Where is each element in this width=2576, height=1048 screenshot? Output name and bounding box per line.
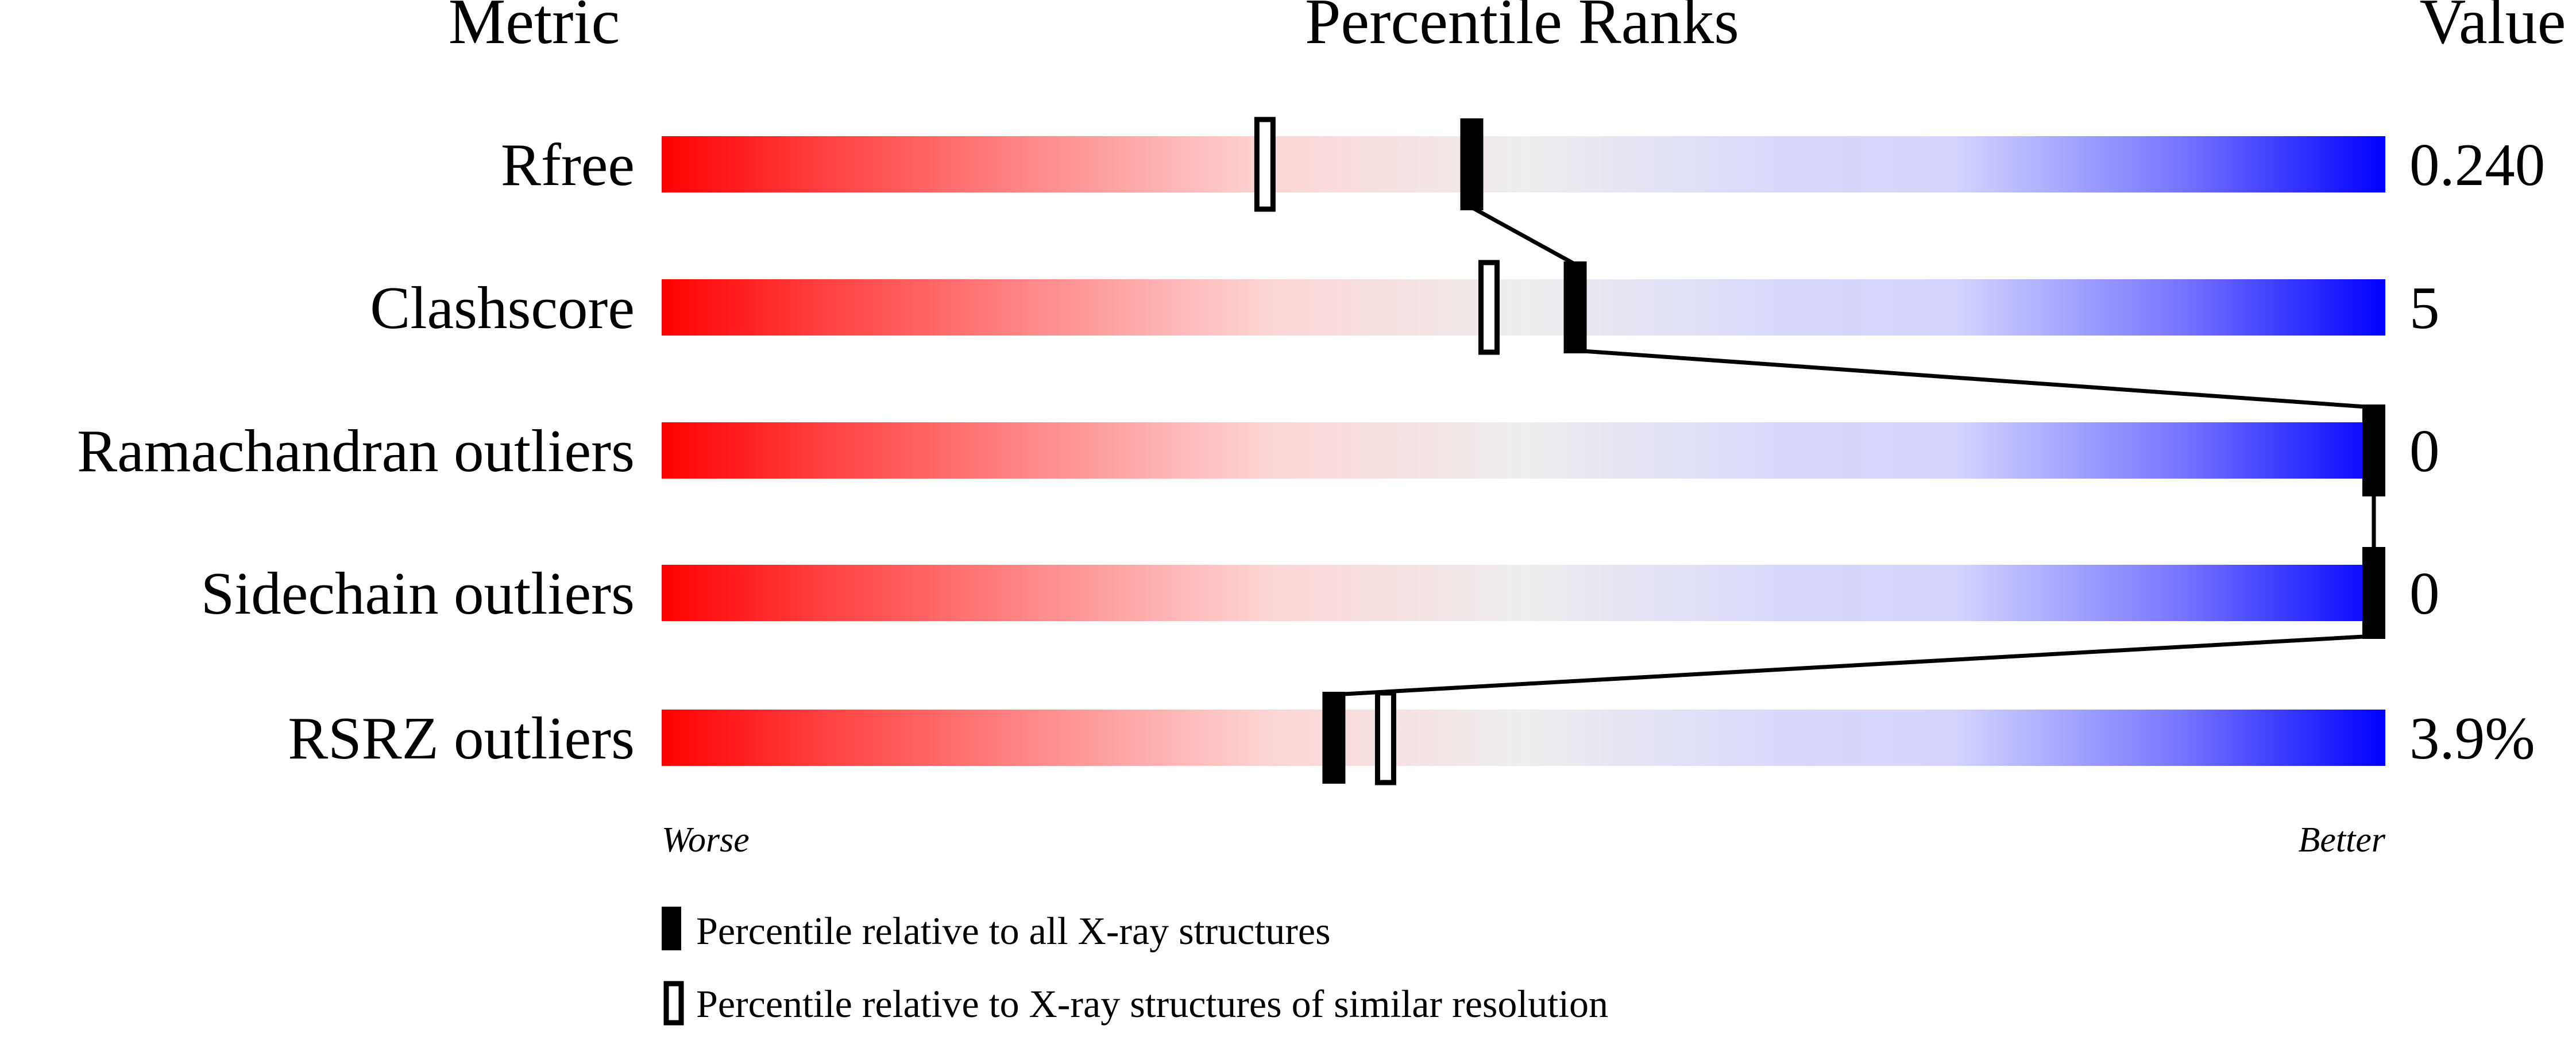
- metric-value: 0: [2409, 560, 2440, 627]
- metric-value: 5: [2409, 274, 2440, 341]
- legend-open-label: Percentile relative to X-ray structures …: [696, 982, 1608, 1026]
- metric-label: Sidechain outliers: [201, 560, 635, 627]
- metric-label: Rfree: [501, 131, 635, 198]
- percentile-bar: [662, 422, 2385, 479]
- similar-resolution-marker: [1374, 690, 1396, 785]
- legend-filled-label: Percentile relative to all X-ray structu…: [696, 909, 1331, 953]
- all-structures-marker: [1460, 118, 1484, 210]
- percentile-bar: [662, 136, 2385, 192]
- header-percentile: Percentile Ranks: [1305, 0, 1739, 57]
- metric-value: 0: [2409, 417, 2440, 484]
- worse-label: Worse: [662, 820, 750, 860]
- percentile-connector: [1575, 348, 2374, 410]
- percentile-bar: [662, 710, 2385, 766]
- legend-open-marker: [663, 981, 684, 1026]
- metric-label: Ramachandran outliers: [77, 417, 635, 484]
- header-metric: Metric: [449, 0, 620, 57]
- all-structures-marker: [1563, 261, 1587, 353]
- all-structures-marker: [1322, 692, 1346, 784]
- metric-label: Clashscore: [370, 274, 635, 341]
- header-value: Value: [2419, 0, 2566, 57]
- similar-resolution-marker: [1254, 117, 1276, 212]
- percentile-connector: [1334, 634, 2374, 697]
- percentile-connector: [1470, 205, 1577, 267]
- metric-value: 3.9%: [2409, 704, 2535, 772]
- metric-label: RSRZ outliers: [288, 704, 635, 772]
- all-structures-marker: [2362, 404, 2385, 496]
- better-label: Better: [2299, 820, 2386, 860]
- percentile-bar: [662, 279, 2385, 336]
- metric-value: 0.240: [2409, 131, 2545, 198]
- all-structures-marker: [2362, 547, 2385, 639]
- legend-filled-marker: [662, 907, 681, 950]
- similar-resolution-marker: [1478, 260, 1500, 355]
- percentile-bar: [662, 565, 2385, 621]
